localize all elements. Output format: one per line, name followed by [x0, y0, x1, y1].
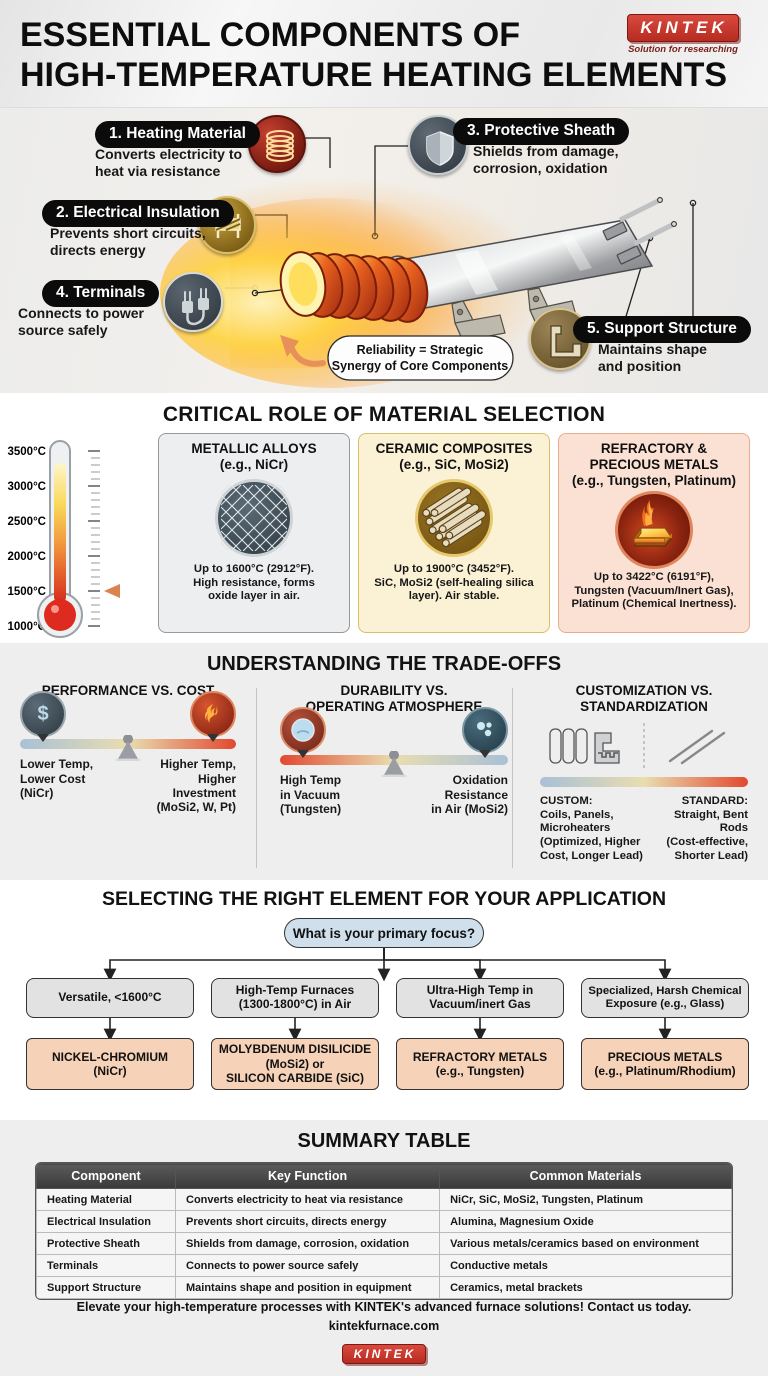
svg-text:3500°C: 3500°C [8, 446, 47, 458]
svg-text:1500°C: 1500°C [8, 586, 47, 598]
svg-text:Reliability = Strategic: Reliability = Strategic [357, 343, 484, 357]
svg-text:Synergy of Core Components: Synergy of Core Components [332, 359, 508, 373]
svg-text:3000°C: 3000°C [8, 481, 47, 493]
svg-text:2000°C: 2000°C [8, 551, 47, 563]
svg-text:2500°C: 2500°C [8, 516, 47, 528]
